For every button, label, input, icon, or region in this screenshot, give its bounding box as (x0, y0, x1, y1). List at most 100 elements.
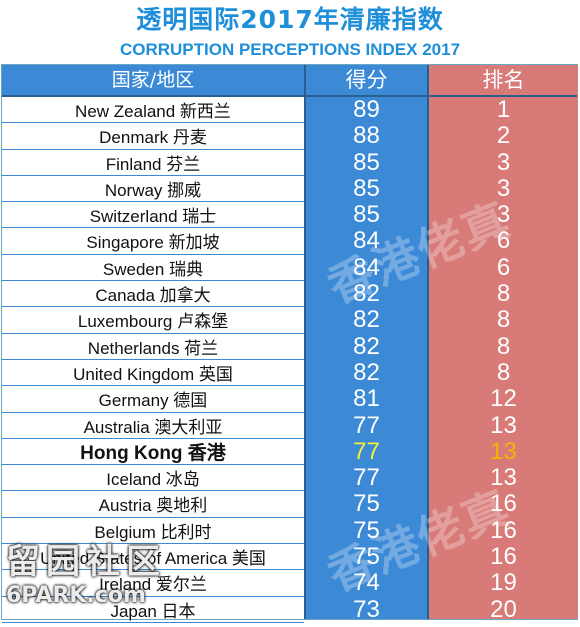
table-row: Austria 奥地利 75 16 (2, 490, 577, 518)
table-row: Finland 芬兰 85 3 (2, 148, 577, 176)
score-cell: 75 (353, 490, 380, 518)
row-divider (2, 543, 304, 545)
country-cell: Canada 加拿大 (95, 286, 211, 306)
country-cell: Finland 芬兰 (105, 154, 201, 174)
country-cell: Belgium 比利时 (94, 522, 212, 542)
row-divider (2, 358, 304, 360)
score-cell: 74 (353, 569, 380, 597)
country-cell: Ireland 爱尔兰 (99, 575, 207, 595)
row-divider (2, 490, 304, 492)
row-divider (2, 201, 304, 203)
table-row: Australia 澳大利亚 77 13 (2, 411, 577, 439)
country-cell: Norway 挪威 (104, 180, 202, 200)
rank-cell: 8 (496, 332, 511, 360)
page-subtitle: CORRUPTION PERCEPTIONS INDEX 2017 (119, 40, 461, 59)
rank-cell: 3 (496, 148, 511, 176)
country-cell: Netherlands 荷兰 (87, 338, 219, 358)
country-cell: Japan 日本 (110, 601, 196, 621)
country-cell: Sweden 瑞典 (102, 259, 204, 279)
logo-title: 留园社区 (6, 542, 166, 582)
country-cell: Singapore 新加坡 (86, 233, 220, 253)
score-cell: 75 (353, 516, 380, 544)
table-row: United States of America 美国 75 16 (2, 543, 577, 571)
header-divider (2, 95, 577, 97)
rank-cell: 19 (490, 569, 517, 597)
score-cell: 77 (353, 464, 380, 492)
score-column-bg (305, 65, 428, 619)
table-row: Hong Kong 香港 77 13 (2, 437, 577, 466)
site-logo-watermark: 留园社区 6PARK.com (6, 534, 206, 618)
table-row: Norway 挪威 85 3 (2, 174, 577, 203)
header-country: 国家/地区 (2, 65, 304, 95)
row-divider (2, 253, 304, 255)
country-cell: Iceland 冰岛 (106, 470, 200, 490)
rank-cell: 13 (490, 411, 517, 439)
table-row: Canada 加拿大 82 8 (2, 280, 577, 308)
table-body: New Zealand 新西兰 89 1 Denmark 丹麦 88 2 Finland 芬… (2, 96, 577, 623)
score-cell: 82 (353, 332, 380, 360)
score-cell: 82 (353, 358, 380, 386)
row-divider (2, 332, 304, 334)
country-cell: United Kingdom 英国 (73, 364, 233, 384)
header-score: 得分 (306, 65, 427, 95)
row-divider (2, 148, 304, 150)
country-cell: Australia 澳大利亚 (83, 417, 223, 437)
score-cell: 89 (353, 96, 380, 123)
country-cell: Switzerland 瑞士 (89, 207, 217, 227)
table-row: Iceland 冰岛 77 13 (2, 464, 577, 492)
table-row: Denmark 丹麦 88 2 (2, 122, 577, 150)
score-cell: 82 (353, 280, 380, 308)
row-divider (2, 385, 304, 387)
score-cell: 82 (353, 306, 380, 334)
header-rank: 排名 (429, 65, 578, 95)
table-row: New Zealand 新西兰 89 1 (2, 96, 577, 124)
country-cell: Denmark 丹麦 (99, 128, 207, 148)
row-divider (2, 437, 304, 439)
score-cell: 88 (353, 122, 380, 150)
rank-cell: 13 (490, 437, 517, 465)
rank-cell: 2 (496, 122, 511, 150)
row-divider (2, 464, 304, 466)
score-cell: 81 (353, 385, 380, 413)
row-divider (2, 174, 304, 176)
score-cell: 84 (353, 227, 380, 255)
row-divider (2, 595, 304, 597)
table-row: Belgium 比利时 75 16 (2, 516, 577, 545)
rank-cell: 1 (496, 96, 511, 123)
table-header: 国家/地区 得分 排名 (2, 65, 578, 95)
column-divider (427, 65, 429, 619)
country-cell: Luxembourg 卢森堡 (77, 312, 229, 332)
rank-cell: 3 (496, 174, 511, 202)
rank-cell: 8 (496, 306, 511, 334)
table-row: Switzerland 瑞士 85 3 (2, 201, 577, 229)
rank-cell: 12 (490, 385, 517, 413)
table-row: Luxembourg 卢森堡 82 8 (2, 306, 577, 334)
score-cell: 85 (353, 174, 380, 202)
rank-cell: 16 (490, 543, 517, 571)
row-divider (2, 122, 304, 124)
score-cell: 85 (353, 148, 380, 176)
row-divider (2, 621, 304, 623)
row-divider (2, 280, 304, 282)
rank-column-bg (428, 65, 578, 619)
score-cell: 77 (353, 411, 380, 439)
table-row: Singapore 新加坡 84 6 (2, 227, 577, 255)
row-divider (2, 306, 304, 308)
score-cell: 73 (353, 595, 380, 623)
score-cell: 77 (353, 437, 380, 465)
score-cell: 85 (353, 201, 380, 229)
row-divider (2, 516, 304, 518)
table-row: United Kingdom 英国 82 8 (2, 358, 577, 387)
country-cell: United States of America 美国 (40, 549, 266, 569)
country-column-bg (2, 65, 305, 619)
table-row: Ireland 爱尔兰 74 19 (2, 569, 577, 597)
rank-cell: 16 (490, 516, 517, 544)
rank-cell: 16 (490, 490, 517, 518)
rank-cell: 13 (490, 464, 517, 492)
column-divider (304, 65, 306, 619)
table-row: Netherlands 荷兰 82 8 (2, 332, 577, 360)
score-cell: 84 (353, 253, 380, 281)
country-cell: Germany 德国 (98, 391, 208, 411)
page-title: 透明国际2017年清廉指数 (136, 5, 444, 34)
rank-cell: 3 (496, 201, 511, 229)
